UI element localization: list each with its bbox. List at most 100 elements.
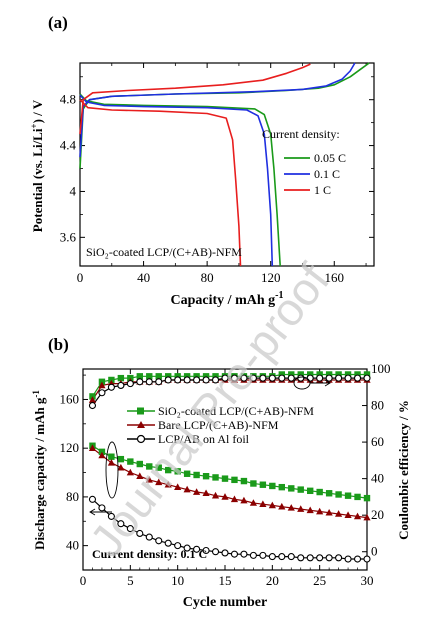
x-tick-label: 40 — [137, 270, 150, 285]
x-tick-label: 30 — [361, 573, 374, 588]
capacity-marker-lcpabonalfoil — [344, 555, 352, 563]
capacity-marker-barelcpcabnfm — [325, 508, 333, 516]
capacity-marker-siocoatedlcpcabnfm — [278, 483, 285, 491]
panel-b-ticks: 0 5 10 15 20 25 30 40 80 120 160 0 20 40 60 80 100 — [60, 361, 391, 588]
efficiency-marker-siocoatedlcpcabnfm — [278, 371, 285, 378]
capacity-marker-siocoatedlcpcabnfm — [259, 481, 267, 488]
curve-discharge-005C — [79, 93, 281, 267]
y-tick-label: 120 — [60, 440, 80, 455]
capacity-marker-siocoatedlcpcabnfm — [335, 491, 342, 498]
efficiency-marker-lcpabonalfoil — [155, 378, 163, 386]
capacity-marker-lcpabonalfoil — [126, 525, 134, 533]
capacity-marker-barelcpcabnfm — [344, 511, 352, 518]
capacity-marker-siocoatedlcpcabnfm — [155, 464, 162, 471]
panel-a-label: (a) — [48, 13, 68, 32]
efficiency-marker-siocoatedlcpcabnfm — [316, 371, 323, 378]
capacity-marker-lcpabonalfoil — [259, 551, 267, 559]
capacity-marker-siocoatedlcpcabnfm — [221, 475, 229, 482]
capacity-marker-barelcpcabnfm — [278, 502, 286, 510]
left-axis-ellipse — [105, 441, 119, 499]
efficiency-marker-siocoatedlcpcabnfm — [363, 371, 371, 378]
capacity-marker-barelcpcabnfm — [335, 510, 343, 517]
efficiency-marker-lcpabonalfoil — [259, 374, 267, 382]
capacity-marker-siocoatedlcpcabnfm — [344, 492, 352, 499]
capacity-marker-siocoatedlcpcabnfm — [297, 486, 304, 493]
efficiency-marker-lcpabonalfoil — [117, 381, 125, 389]
capacity-marker-siocoatedlcpcabnfm — [193, 471, 200, 479]
capacity-marker-siocoatedlcpcabnfm — [307, 487, 314, 495]
x-tick-label: 0 — [77, 270, 84, 285]
capacity-marker-barelcpcabnfm — [363, 513, 371, 521]
y2-tick-label: 20 — [371, 507, 384, 522]
capacity-marker-barelcpcabnfm — [136, 472, 144, 479]
capacity-marker-lcpabonalfoil — [306, 554, 314, 562]
efficiency-marker-lcpabonalfoil — [268, 374, 276, 382]
x-tick-label: 25 — [313, 573, 326, 588]
capacity-marker-lcpabonalfoil — [193, 545, 201, 553]
capacity-marker-barelcpcabnfm — [230, 495, 239, 503]
efficiency-marker-lcpabonalfoil — [335, 374, 343, 382]
efficiency-marker-barelcpcabnfm — [98, 381, 106, 389]
capacity-marker-barelcpcabnfm — [88, 444, 97, 451]
capacity-marker-barelcpcabnfm — [316, 507, 324, 515]
panel-a: (a) 0 40 80 120 160 3.6 4 4.4 4.8 Capacity / mAh… — [29, 13, 375, 308]
efficiency-marker-lcpabonalfoil — [287, 374, 295, 382]
capacity-marker-barelcpcabnfm — [306, 506, 314, 514]
capacity-marker-barelcpcabnfm — [221, 493, 229, 500]
efficiency-marker-lcpabonalfoil — [297, 374, 305, 382]
efficiency-marker-lcpabonalfoil — [325, 374, 333, 382]
efficiency-marker-siocoatedlcpcabnfm — [288, 371, 295, 378]
capacity-marker-lcpabonalfoil — [240, 550, 248, 558]
x-tick-label: 20 — [266, 573, 279, 588]
efficiency-marker-siocoatedlcpcabnfm — [297, 371, 304, 378]
legend-marker-bare — [137, 421, 145, 428]
curve-discharge-1C — [79, 99, 242, 267]
y-tick-label: 80 — [66, 489, 79, 504]
capacity-marker-barelcpcabnfm — [249, 499, 257, 506]
y-tick-label: 4.8 — [60, 92, 76, 107]
x-tick-label: 10 — [171, 573, 184, 588]
legend-label-lcp: LCP/AB on Al foil — [158, 432, 250, 446]
efficiency-marker-siocoatedlcpcabnfm — [335, 371, 342, 378]
capacity-marker-lcpabonalfoil — [278, 553, 286, 561]
capacity-marker-barelcpcabnfm — [259, 500, 267, 508]
capacity-marker-lcpabonalfoil — [325, 554, 333, 562]
efficiency-marker-lcpabonalfoil — [363, 374, 371, 382]
capacity-marker-lcpabonalfoil — [230, 550, 239, 558]
capacity-marker-lcpabonalfoil — [117, 520, 125, 528]
efficiency-marker-lcpabonalfoil — [107, 383, 115, 391]
y2-tick-label: 0 — [371, 544, 378, 559]
panel-b-legend: SiO₂-coated LCP/(C+AB)-NFM Bare LCP/(C+A… — [127, 404, 314, 446]
efficiency-marker-siocoatedlcpcabnfm — [307, 371, 314, 378]
efficiency-marker-siocoatedlcpcabnfm — [155, 373, 162, 380]
efficiency-marker-lcpabonalfoil — [240, 374, 248, 382]
capacity-marker-lcpabonalfoil — [335, 554, 343, 562]
efficiency-marker-siocoatedlcpcabnfm — [117, 374, 125, 382]
panel-b-x-axis-label: Cycle number — [183, 595, 267, 610]
capacity-marker-siocoatedlcpcabnfm — [146, 463, 153, 470]
capacity-marker-barelcpcabnfm — [211, 491, 220, 499]
capacity-marker-siocoatedlcpcabnfm — [165, 466, 172, 474]
y2-tick-label: 60 — [371, 434, 384, 449]
efficiency-marker-lcpabonalfoil — [136, 378, 144, 386]
panel-b-label: (b) — [48, 335, 69, 354]
legend-label-01c: 0.1 C — [314, 167, 340, 181]
panel-b-y2-axis-label: Coulombic efficiency / % — [396, 400, 411, 540]
capacity-marker-barelcpcabnfm — [164, 480, 172, 488]
efficiency-marker-lcpabonalfoil — [353, 374, 362, 382]
capacity-marker-lcpabonalfoil — [249, 551, 257, 559]
y-tick-label: 3.6 — [60, 229, 77, 244]
capacity-marker-barelcpcabnfm — [117, 463, 125, 471]
capacity-marker-lcpabonalfoil — [183, 544, 191, 552]
efficiency-marker-siocoatedlcpcabnfm — [344, 371, 352, 378]
capacity-marker-barelcpcabnfm — [268, 501, 276, 509]
capacity-marker-siocoatedlcpcabnfm — [117, 455, 125, 463]
capacity-marker-lcpabonalfoil — [145, 533, 153, 541]
capacity-marker-lcpabonalfoil — [174, 542, 182, 550]
capacity-marker-siocoatedlcpcabnfm — [288, 485, 295, 492]
efficiency-marker-siocoatedlcpcabnfm — [325, 371, 333, 378]
capacity-marker-barelcpcabnfm — [297, 505, 305, 512]
capacity-marker-lcpabonalfoil — [316, 554, 324, 562]
panel-b-annotation: Current density: 0.1 C — [92, 547, 207, 561]
